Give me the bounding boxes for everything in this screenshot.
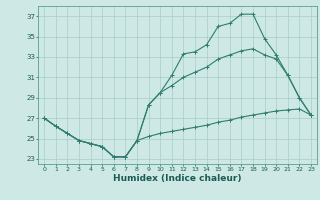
X-axis label: Humidex (Indice chaleur): Humidex (Indice chaleur) <box>113 174 242 183</box>
